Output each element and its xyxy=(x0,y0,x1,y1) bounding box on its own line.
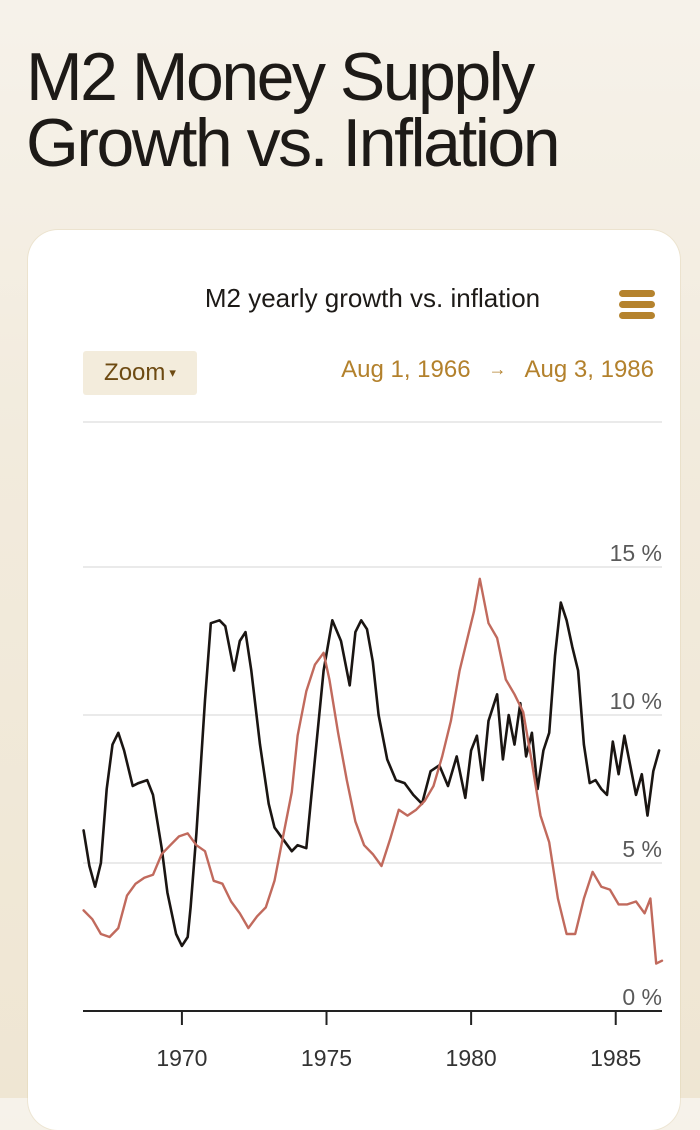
page-title-line-2: Growth vs. Inflation xyxy=(26,105,561,181)
zoom-label: Zoom xyxy=(104,359,166,386)
y-tick-label: 10 % xyxy=(610,688,662,714)
menu-bar-2 xyxy=(619,301,655,308)
menu-bar-3 xyxy=(619,312,655,319)
series-line-inflation xyxy=(82,577,664,965)
hamburger-menu-icon[interactable] xyxy=(619,290,655,320)
zoom-button[interactable]: Zoom ▾ xyxy=(83,351,197,395)
page-title: M2 Money Supply Growth vs. Inflation xyxy=(26,39,561,181)
chevron-down-icon: ▾ xyxy=(169,365,176,380)
x-tick-label: 1975 xyxy=(301,1045,352,1071)
range-end-date[interactable]: Aug 3, 1986 xyxy=(524,356,654,383)
x-tick-label: 1970 xyxy=(156,1045,207,1071)
menu-bar-1 xyxy=(619,290,655,297)
y-tick-label: 15 % xyxy=(610,540,662,566)
chart-title: M2 yearly growth vs. inflation xyxy=(204,283,541,313)
line-chart: 0 % 5 % 10 % 15 % 1970 1975 1980 1985 xyxy=(82,421,664,1071)
y-tick-label: 5 % xyxy=(622,836,662,862)
page-title-line-1: M2 Money Supply xyxy=(26,39,535,115)
x-tick-label: 1985 xyxy=(590,1045,641,1071)
arrow-right-icon: → xyxy=(488,359,507,379)
x-tick-label: 1980 xyxy=(446,1045,497,1071)
date-range: Aug 1, 1966 → Aug 3, 1986 xyxy=(341,356,654,384)
y-tick-label: 0 % xyxy=(622,984,662,1010)
range-start-date[interactable]: Aug 1, 1966 xyxy=(341,356,471,383)
series-line-m2 xyxy=(82,601,661,948)
